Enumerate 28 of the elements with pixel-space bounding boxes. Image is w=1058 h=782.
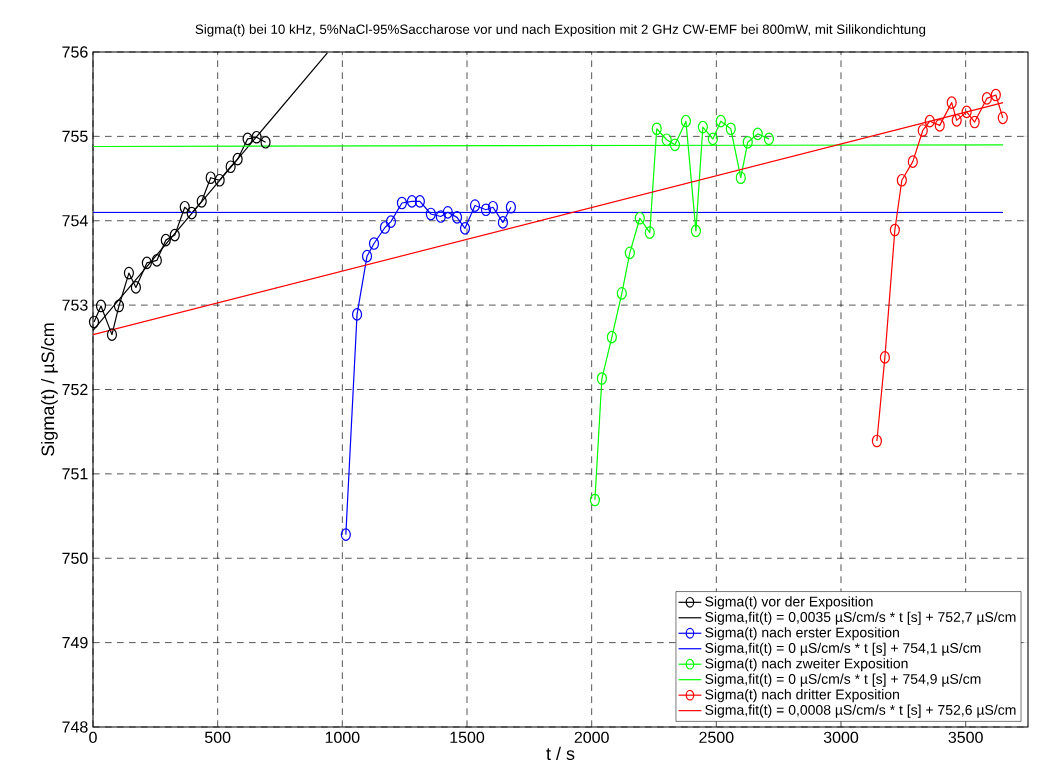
y-tick-label: 751: [62, 468, 88, 480]
y-tick-label: 753: [62, 299, 88, 311]
legend-label: Sigma,fit(t) = 0 µS/cm/s * t [s] + 754,1 µS/cm: [705, 642, 981, 656]
y-axis-title: Sigma(t) / µS/cm: [41, 323, 58, 456]
legend-label: Sigma(t) nach zweiter Exposition: [705, 658, 908, 672]
x-tick-label: 2000: [574, 731, 609, 744]
y-tick-label: 752: [62, 383, 88, 396]
x-tick-label: 2500: [699, 731, 734, 744]
legend-label: Sigma(t) vor der Exposition: [705, 596, 873, 610]
x-tick-label: 3500: [948, 731, 983, 744]
y-tick-label: 755: [62, 130, 88, 142]
y-tick-label: 750: [62, 552, 88, 564]
x-tick-label: 0: [89, 731, 97, 744]
y-tick-label: 756: [62, 46, 88, 58]
y-tick-label: 749: [62, 636, 88, 649]
legend-label: Sigma,fit(t) = 0 µS/cm/s * t [s] + 754,9 µS/cm: [705, 673, 981, 687]
x-tick-label: 1500: [450, 731, 485, 744]
x-axis-title: t / s: [546, 746, 575, 761]
x-tick-label: 1000: [325, 731, 360, 744]
legend-label: Sigma,fit(t) = 0,0035 µS/cm/s * t [s] + 752,7 µS/cm: [705, 611, 1016, 625]
x-tick-label: 3000: [823, 731, 859, 744]
y-tick-label: 754: [62, 215, 88, 227]
y-tick-label: 748: [62, 721, 88, 733]
legend-label: Sigma(t) nach dritter Exposition: [705, 689, 899, 703]
x-tick-label: 500: [204, 731, 231, 744]
legend-label: Sigma(t) nach erster Exposition: [705, 627, 899, 641]
legend-label: Sigma,fit(t) = 0,0008 µS/cm/s * t [s] + 752,6 µS/cm: [705, 704, 1016, 718]
chart-title: Sigma(t) bei 10 kHz, 5%NaCl-95%Saccharose vor und nach Exposition mit 2 GHz CW-EMF bei 800mW, mit Silikondichtung: [195, 24, 926, 37]
